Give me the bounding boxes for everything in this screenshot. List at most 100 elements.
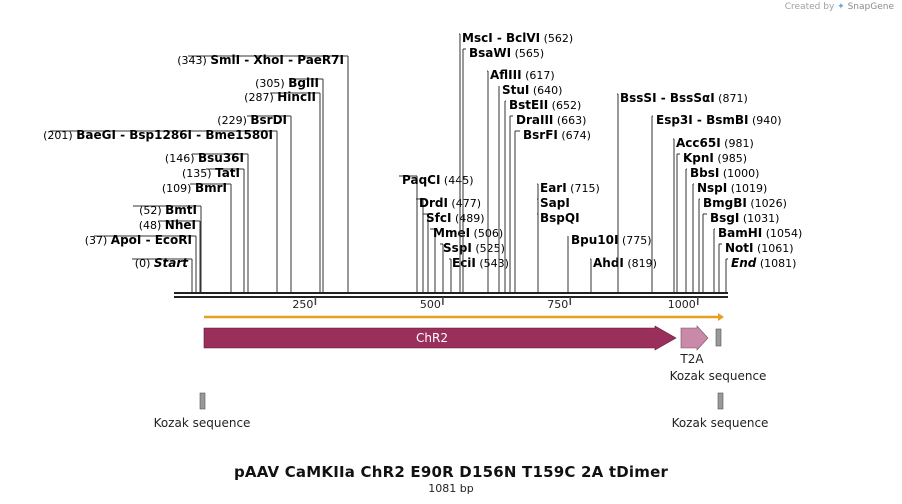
cut-site-label: SspI (525) — [443, 241, 505, 255]
cut-site-name: Esp3I — [656, 113, 693, 127]
cut-site-ecii: EciI (543) — [449, 256, 509, 293]
cut-site-name: BmtI — [165, 203, 197, 217]
cut-site-position: (1054) — [762, 227, 802, 240]
cut-site-position: (562) — [540, 32, 573, 45]
snapgene-credit: Created by ✦ SnapGene — [785, 2, 894, 12]
cut-site-bsawi: BsaWI (565) — [462, 46, 544, 293]
cut-site-name: SapI — [540, 196, 570, 210]
cut-site-bsssi: BssSI - BssSαI (871) — [617, 91, 748, 293]
cut-site-label: (37) ApoI - EcoRI — [85, 233, 192, 247]
cut-site-label: StuI (640) — [502, 83, 562, 97]
cut-site-name: MmeI — [433, 226, 470, 240]
cut-site-position: (445) — [440, 174, 473, 187]
map-title: pAAV CaMKIIa ChR2 E90R D156N T159C 2A tD… — [233, 463, 669, 481]
cut-site-label: BstEII (652) — [509, 98, 581, 112]
cut-site-label: NotI (1061) — [725, 241, 794, 255]
cut-site-name: Bsu36I — [198, 151, 244, 165]
cut-site-position: (940) — [749, 114, 782, 127]
cut-site-position: (1061) — [754, 242, 794, 255]
cut-site-name: DrdI — [419, 196, 448, 210]
cut-site-label: (305) BglII — [255, 76, 319, 90]
cut-site-label: (135) TatI — [182, 166, 240, 180]
cut-site-label: BamHI (1054) — [718, 226, 802, 240]
cut-site-position: (201) — [43, 129, 76, 142]
cut-site-bamhi: BamHI (1054) — [713, 226, 802, 293]
cut-site-position: (543) — [476, 257, 509, 270]
cut-site-name: KpnI — [683, 151, 714, 165]
cut-site-position: (617) — [522, 69, 555, 82]
ruler-tick-label: 750 — [547, 298, 568, 311]
feature-kozak-label: Kozak sequence — [670, 369, 767, 383]
cut-site-mmei: MmeI (506) — [430, 226, 503, 293]
cut-site-position: (871) — [715, 92, 748, 105]
cut-site-bmgbi: BmgBI (1026) — [698, 196, 787, 293]
cut-site-start: (0) Start — [132, 256, 193, 293]
cut-site-name: BaeGI — [76, 128, 116, 142]
feature-chr2: ChR2 — [203, 325, 677, 351]
cut-site-name: Bpu10I — [571, 233, 618, 247]
cut-site-alt-name: - Bme1580I — [192, 128, 273, 142]
cut-site-label: BmgBI (1026) — [703, 196, 787, 210]
cut-site-bsrfi: BsrFI (674) — [514, 128, 591, 293]
cut-site-position: (37) — [85, 234, 111, 247]
cut-site-alt-name: - BssSαI — [657, 91, 715, 105]
cut-site-alt-name: - BclVI — [493, 31, 540, 45]
cut-site-stui: StuI (640) — [498, 83, 562, 293]
cut-site-name: Acc65I — [676, 136, 721, 150]
cut-site-name: Start — [154, 256, 189, 270]
cut-site-label: BsrFI (674) — [523, 128, 591, 142]
cut-site-label: Bpu10I (775) — [571, 233, 652, 247]
cut-site-kpni: KpnI (985) — [676, 151, 747, 293]
cut-site-label: MscI - BclVI (562) — [462, 31, 573, 45]
cut-site-label: (287) HincII — [244, 90, 316, 104]
cut-site-nspi: NspI (1019) — [692, 181, 767, 293]
feature-kozak-box — [199, 392, 206, 410]
cut-site-name: End — [731, 256, 757, 270]
cut-site-name: NotI — [725, 241, 754, 255]
cut-site-name: NspI — [697, 181, 727, 195]
cut-site-label: EciI (543) — [452, 256, 509, 270]
cut-site-name: PaqCI — [402, 173, 440, 187]
cut-site-bpu10i: Bpu10I (775) — [567, 233, 652, 293]
cut-site-label: (343) SmlI - XhoI - PaeR7I — [177, 53, 344, 67]
cut-site-name: BsgI — [710, 211, 739, 225]
cut-site-bmri: (109) BmrI — [162, 181, 232, 293]
feature-kozak-lower-right: Kozak sequence — [672, 392, 768, 430]
cut-site-paqci: PaqCI (445) — [399, 173, 474, 293]
cut-site-position: (146) — [165, 152, 198, 165]
cut-site-draiii: DraIII (663) — [509, 113, 586, 293]
credit-brand: SnapGene — [847, 2, 894, 12]
feature-kozak-lower-left: Kozak sequence — [154, 392, 251, 430]
cut-site-position: (506) — [470, 227, 503, 240]
cut-site-name: TatI — [215, 166, 240, 180]
cut-site-alt-name: - XhoI — [240, 53, 284, 67]
cut-site-label: (0) Start — [135, 256, 189, 270]
cut-site-label: Acc65I (981) — [676, 136, 754, 150]
cut-site-label: PaqCI (445) — [402, 173, 474, 187]
cut-site-label: MmeI (506) — [433, 226, 503, 240]
cut-site-position: (652) — [548, 99, 581, 112]
cut-site-name: HincII — [277, 90, 316, 104]
feature-kozak-label: Kozak sequence — [154, 416, 251, 430]
cut-site-position: (305) — [255, 77, 288, 90]
cut-site-position: (715) — [567, 182, 600, 195]
cut-site-bbsi: BbsI (1000) — [685, 166, 759, 293]
cut-site-name: BsrDI — [250, 113, 287, 127]
feature-kozak-box — [715, 328, 722, 347]
ruler-tick-label: 500 — [420, 298, 441, 311]
cut-site-position: (109) — [162, 182, 195, 195]
cut-site-alt-name: - BsmBI — [693, 113, 749, 127]
cut-site-position: (1000) — [719, 167, 759, 180]
cut-site-smli: (343) SmlI - XhoI - PaeR7I — [177, 53, 349, 293]
cut-site-drdi: DrdI (477) — [416, 196, 481, 293]
feature-chr2-label: ChR2 — [416, 331, 448, 345]
cut-site-label: BspQI — [540, 211, 580, 225]
cut-site-position: (565) — [511, 47, 544, 60]
cut-site-label: DrdI (477) — [419, 196, 481, 210]
cut-site-alt-name: - EcoRI — [141, 233, 192, 247]
cut-site-label: BsaWI (565) — [469, 46, 544, 60]
cut-site-tati: (135) TatI — [182, 166, 245, 293]
cut-site-name: BmgBI — [703, 196, 747, 210]
cut-site-label: BssSI - BssSαI (871) — [620, 91, 748, 105]
